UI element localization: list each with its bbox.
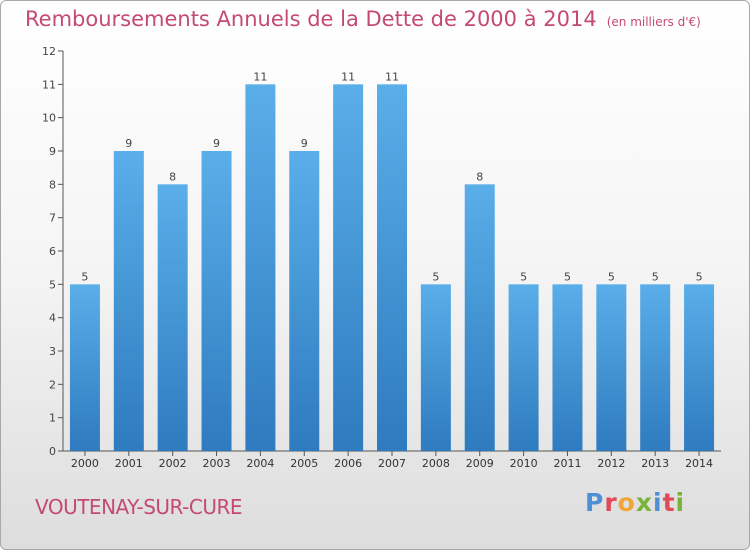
y-tick-label: 7 [49, 212, 56, 225]
x-tick-label: 2013 [641, 457, 669, 470]
logo-letter: o [617, 488, 636, 517]
bar [289, 151, 320, 451]
y-tick-label: 11 [42, 78, 56, 91]
bar-value-label: 11 [341, 70, 355, 83]
x-tick-label: 2001 [115, 457, 143, 470]
bar [377, 84, 407, 451]
bar-value-label: 11 [253, 70, 267, 83]
x-tick-label: 2006 [334, 457, 362, 470]
logo-letter: t [662, 488, 676, 517]
bars: 5 9 8 9 11 9 11 11 5 8 5 5 5 5 5 [69, 70, 715, 452]
x-tick-label: 2008 [422, 457, 450, 470]
x-tick-label: 2009 [466, 457, 494, 470]
y-tick-label: 0 [49, 445, 56, 458]
bar [113, 151, 144, 451]
x-tick-label: 2010 [510, 457, 538, 470]
bar [640, 284, 671, 451]
bar [69, 284, 100, 451]
bar-value-label: 5 [432, 270, 439, 283]
bar-value-label: 8 [476, 170, 483, 183]
logo-letter: i [675, 488, 686, 517]
y-tick-label: 8 [49, 178, 56, 191]
bar [552, 284, 583, 451]
city-name: VOUTENAY-SUR-CURE [35, 495, 243, 519]
y-tick-label: 2 [49, 378, 56, 391]
bar-value-label: 5 [564, 270, 571, 283]
x-tick-label: 2005 [290, 457, 318, 470]
x-tick-label: 2002 [159, 457, 187, 470]
bar [333, 84, 364, 451]
proxiti-logo: Proxiti [585, 488, 685, 517]
x-tick-label: 2014 [685, 457, 713, 470]
bar [420, 284, 451, 451]
bar [201, 151, 232, 451]
x-tick-label: 2011 [553, 457, 581, 470]
chart-title: Remboursements Annuels de la Dette de 20… [25, 7, 701, 31]
bar [684, 284, 715, 451]
bar-value-label: 9 [213, 137, 220, 150]
y-tick-label: 3 [49, 345, 56, 358]
bar [508, 284, 539, 451]
logo-letter: x [635, 488, 653, 517]
y-tick-label: 9 [49, 145, 56, 158]
bar-value-label: 11 [385, 70, 399, 83]
x-tick-label: 2012 [597, 457, 625, 470]
chart-title-text: Remboursements Annuels de la Dette de 20… [25, 7, 597, 31]
bar-value-label: 8 [169, 170, 176, 183]
logo-letter: i [653, 488, 663, 517]
bar [157, 184, 188, 452]
bar-value-label: 5 [81, 270, 88, 283]
bar-value-label: 9 [301, 137, 308, 150]
chart-subtitle: (en milliers d'€) [606, 15, 701, 29]
bar [245, 84, 276, 451]
y-tick-label: 5 [49, 278, 56, 291]
bar-value-label: 5 [608, 270, 615, 283]
bar-value-label: 5 [696, 270, 703, 283]
y-tick-label: 4 [49, 312, 56, 325]
logo-letter: P [585, 488, 605, 517]
y-tick-label: 6 [49, 245, 56, 258]
y-tick-label: 10 [42, 112, 56, 125]
x-tick-label: 2003 [203, 457, 231, 470]
y-tick-label: 12 [42, 45, 56, 58]
bar [596, 284, 627, 451]
bar-value-label: 5 [520, 270, 527, 283]
x-tick-label: 2007 [378, 457, 406, 470]
x-tick-label: 2004 [246, 457, 274, 470]
y-tick-label: 1 [49, 412, 56, 425]
bar-value-label: 9 [125, 137, 132, 150]
bar [464, 184, 495, 452]
x-tick-label: 2000 [71, 457, 99, 470]
bar-value-label: 5 [652, 270, 659, 283]
logo-letter: r [604, 488, 618, 517]
